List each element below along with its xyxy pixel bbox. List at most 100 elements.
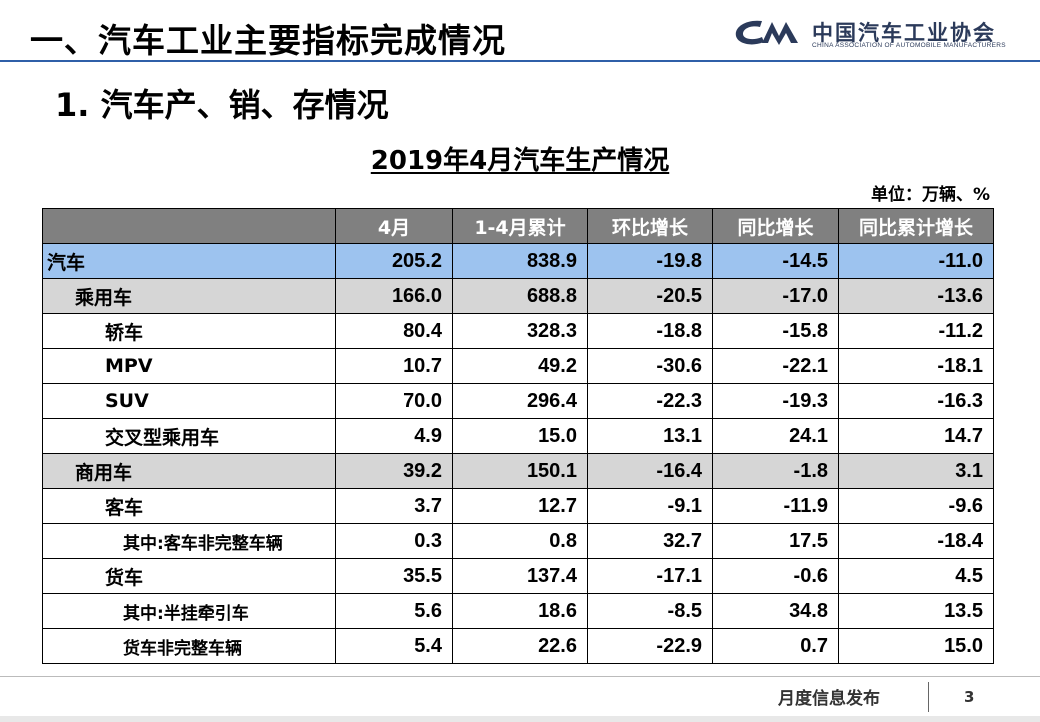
table-header-row: 4月 1-4月累计 环比增长 同比增长 同比累计增长 <box>42 208 994 244</box>
table-cell: -18.8 <box>587 313 713 349</box>
caam-logo: 中国汽车工业协会 CHINA ASSOCIATION OF AUTOMOBILE… <box>732 16 1006 52</box>
footer-divider <box>0 676 1040 677</box>
table-cell: -14.5 <box>712 243 839 279</box>
slide-title: 一、汽车工业主要指标完成情况 <box>30 21 506 60</box>
column-header: 同比增长 <box>712 208 839 244</box>
table-row: SUV 70.0 296.4 -22.3 -19.3 -16.3 <box>42 383 994 419</box>
table-cell: -22.1 <box>712 348 839 384</box>
table-cell: -22.9 <box>587 628 713 664</box>
table-cell: 13.5 <box>838 593 994 629</box>
unit-label: 单位：万辆、% <box>870 185 990 205</box>
caam-logo-icon <box>735 20 798 45</box>
table-row: 货车非完整车辆 5.4 22.6 -22.9 0.7 15.0 <box>42 628 994 664</box>
table-cell: 18.6 <box>452 593 588 629</box>
section-title: 1. 汽车产、销、存情况 <box>55 86 389 124</box>
table-title: 2019年4月汽车生产情况 <box>370 146 670 176</box>
table-cell: -19.3 <box>712 383 839 419</box>
bottom-band <box>0 716 1040 722</box>
table-cell: 14.7 <box>838 418 994 454</box>
row-label: 汽车 <box>42 243 336 279</box>
table-cell: -17.0 <box>712 278 839 314</box>
production-table: 4月 1-4月累计 环比增长 同比增长 同比累计增长 汽车 205.2 838.9-… <box>42 208 994 664</box>
table-cell: 137.4 <box>452 558 588 594</box>
row-label: 交叉型乘用车 <box>42 418 336 454</box>
table-cell: -30.6 <box>587 348 713 384</box>
table-row: 货车 35.5 137.4 -17.1 -0.6 4.5 <box>42 558 994 594</box>
table-row: 轿车 80.4 328.3 -18.8 -15.8 -11.2 <box>42 313 994 349</box>
table-cell: 688.8 <box>452 278 588 314</box>
table-cell: -13.6 <box>838 278 994 314</box>
column-header: 同比累计增长 <box>838 208 994 244</box>
row-label: 商用车 <box>42 453 336 489</box>
logo-english-name: CHINA ASSOCIATION OF AUTOMOBILE MANUFACT… <box>812 42 1006 49</box>
table-cell: 5.4 <box>335 628 453 664</box>
table-cell: 5.6 <box>335 593 453 629</box>
row-label: 乘用车 <box>42 278 336 314</box>
table-cell: 13.1 <box>587 418 713 454</box>
table-row: 交叉型乘用车 4.9 15.0 13.1 24.1 14.7 <box>42 418 994 454</box>
table-cell: 70.0 <box>335 383 453 419</box>
table-row: 其中:客车非完整车辆 0.3 0.8 32.7 17.5 -18.4 <box>42 523 994 559</box>
table-cell: -11.0 <box>838 243 994 279</box>
table-cell: 4.9 <box>335 418 453 454</box>
footer-label: 月度信息发布 <box>778 689 880 709</box>
table-cell: 0.3 <box>335 523 453 559</box>
table-cell: 0.7 <box>712 628 839 664</box>
table-cell: 24.1 <box>712 418 839 454</box>
row-label: MPV <box>42 348 336 384</box>
table-cell: 150.1 <box>452 453 588 489</box>
table-cell: 32.7 <box>587 523 713 559</box>
table-row: 汽车 205.2 838.9 -19.8 -14.5 -11.0 <box>42 243 994 279</box>
table-cell: -11.2 <box>838 313 994 349</box>
table-cell: 15.0 <box>452 418 588 454</box>
table-cell: -1.8 <box>712 453 839 489</box>
table-cell: -16.4 <box>587 453 713 489</box>
logo-chinese-name: 中国汽车工业协会 <box>812 21 996 45</box>
table-cell: 80.4 <box>335 313 453 349</box>
row-label: 客车 <box>42 488 336 524</box>
footer-separator <box>928 682 929 712</box>
table-cell: -18.4 <box>838 523 994 559</box>
column-header: 1-4月累计 <box>452 208 588 244</box>
column-header: 环比增长 <box>587 208 713 244</box>
table-cell: 34.8 <box>712 593 839 629</box>
table-cell: -17.1 <box>587 558 713 594</box>
table-cell: -9.1 <box>587 488 713 524</box>
table-cell: -0.6 <box>712 558 839 594</box>
table-row: 乘用车 166.0 688.8 -20.5 -17.0 -13.6 <box>42 278 994 314</box>
table-cell: -8.5 <box>587 593 713 629</box>
row-label: 其中:客车非完整车辆 <box>42 523 336 559</box>
row-label: 其中:半挂牵引车 <box>42 593 336 629</box>
table-cell: 328.3 <box>452 313 588 349</box>
header-divider <box>0 60 1040 62</box>
table-cell: -9.6 <box>838 488 994 524</box>
table-cell: 3.7 <box>335 488 453 524</box>
table-cell: -22.3 <box>587 383 713 419</box>
row-label: 货车 <box>42 558 336 594</box>
table-cell: 15.0 <box>838 628 994 664</box>
table-cell: 296.4 <box>452 383 588 419</box>
table-row: 商用车 39.2 150.1 -16.4 -1.8 3.1 <box>42 453 994 489</box>
table-cell: 39.2 <box>335 453 453 489</box>
page-number: 3 <box>964 688 975 706</box>
table-cell: 10.7 <box>335 348 453 384</box>
table-cell: -20.5 <box>587 278 713 314</box>
table-cell: 838.9 <box>452 243 588 279</box>
table-cell: -11.9 <box>712 488 839 524</box>
table-row: 客车 3.7 12.7 -9.1 -11.9 -9.6 <box>42 488 994 524</box>
table-cell: -16.3 <box>838 383 994 419</box>
table-row: 其中:半挂牵引车 5.6 18.6 -8.5 34.8 13.5 <box>42 593 994 629</box>
table-cell: 4.5 <box>838 558 994 594</box>
table-cell: 12.7 <box>452 488 588 524</box>
table-cell: 35.5 <box>335 558 453 594</box>
column-header <box>42 208 336 244</box>
table-cell: 3.1 <box>838 453 994 489</box>
table-cell: -15.8 <box>712 313 839 349</box>
table-cell: 166.0 <box>335 278 453 314</box>
row-label: 轿车 <box>42 313 336 349</box>
table-row: MPV 10.7 49.2 -30.6 -22.1 -18.1 <box>42 348 994 384</box>
table-cell: 0.8 <box>452 523 588 559</box>
column-header: 4月 <box>335 208 453 244</box>
table-cell: -19.8 <box>587 243 713 279</box>
row-label: SUV <box>42 383 336 419</box>
